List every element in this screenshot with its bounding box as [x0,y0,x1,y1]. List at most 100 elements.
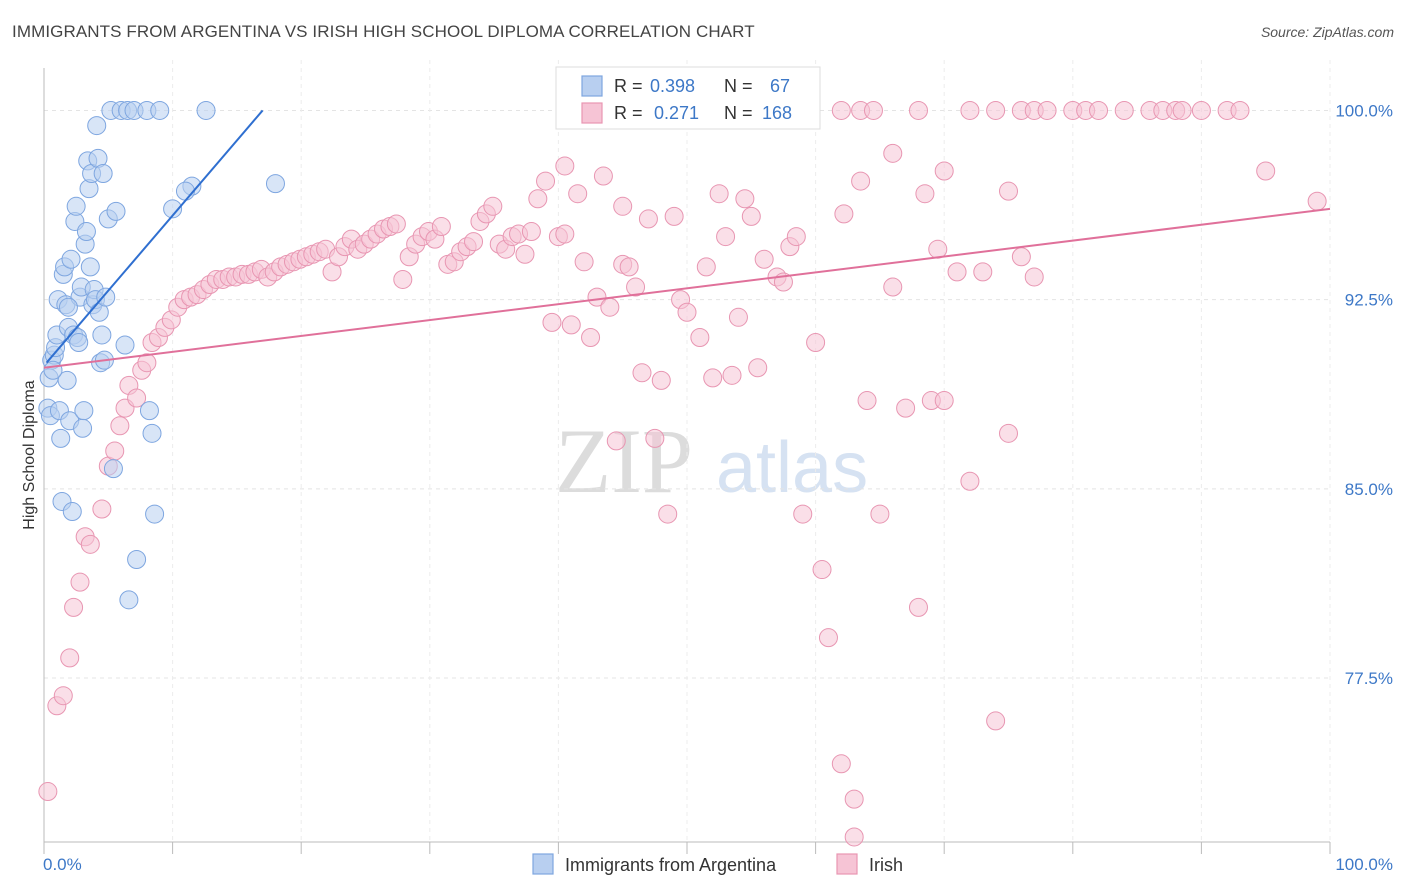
data-point-irish [999,181,1018,201]
data-point-irish [574,252,594,272]
data-point-irish [555,224,575,244]
data-point-argentina [96,287,116,307]
data-point-argentina [163,199,183,219]
data-point-irish [973,262,993,282]
data-point-irish [587,287,607,307]
stats-legend-r-value-argentina: 0.398 [650,76,695,96]
data-point-irish [431,216,451,236]
data-point-irish [754,249,774,269]
data-point-irish [947,262,967,282]
data-point-irish [393,269,413,289]
data-point-irish [1230,100,1250,120]
data-point-argentina [69,333,89,353]
data-point-irish [1089,100,1109,120]
data-point-argentina [76,222,96,242]
data-point-irish [1172,100,1192,120]
data-point-irish [606,431,626,451]
y-tick-label: 77.5% [1345,669,1393,688]
data-point-irish [870,504,890,524]
points-layer [38,100,1327,847]
legend-label-argentina: Immigrants from Argentina [565,855,777,875]
data-point-irish [1024,267,1044,287]
stats-legend-r-label-irish: R = [614,103,643,123]
data-point-argentina [57,370,77,390]
watermark-atlas: atlas [716,428,868,508]
trend-line-irish [43,207,1331,369]
data-point-irish [600,297,620,317]
stats-legend-r-value-irish: 0.271 [654,103,699,123]
data-point-irish [908,100,928,120]
stats-legend-n-label-argentina: N = [724,76,753,96]
stats-legend-n-label-irish: N = [724,103,753,123]
data-point-irish [60,648,80,668]
data-point-argentina [175,181,195,201]
bottom-legend: Immigrants from Argentina Irish [532,853,903,875]
data-point-argentina [106,201,126,221]
data-point-irish [883,277,903,297]
data-point-argentina [93,164,113,184]
stats-legend-r-label-argentina: R = [614,76,643,96]
data-point-argentina [51,428,71,448]
data-point-irish [986,100,1006,120]
data-point-irish [626,277,646,297]
data-point-irish [834,204,854,224]
data-point-irish [741,206,761,226]
trend-layer [43,109,1331,369]
data-point-argentina [142,423,162,443]
data-point-irish [748,358,768,378]
data-point-irish [896,398,916,418]
data-point-irish [928,239,948,259]
data-point-irish [1037,100,1057,120]
data-point-irish [851,171,871,191]
legend-label-irish: Irish [869,855,903,875]
watermark-zip: ZIP [555,410,693,512]
data-point-irish [632,363,652,383]
legend-swatch-irish [836,853,858,875]
y-tick-label: 100.0% [1335,101,1393,120]
data-point-argentina [103,459,123,479]
data-point-argentina [74,401,94,421]
stats-legend-swatch-irish [581,102,603,124]
data-point-irish [619,257,639,277]
data-point-irish [638,209,658,229]
y-tick-label: 92.5% [1345,291,1393,310]
data-point-irish [883,143,903,163]
data-point-irish [110,416,130,436]
stats-legend-n-value-irish: 168 [762,103,792,123]
data-point-irish [568,184,588,204]
data-point-argentina [115,335,135,355]
chart-source: Source: ZipAtlas.com [1260,24,1394,40]
data-point-irish [70,572,90,592]
data-point-irish [593,166,613,186]
data-point-irish [812,560,832,580]
data-point-irish [528,189,548,209]
chart-title: IMMIGRANTS FROM ARGENTINA VS IRISH HIGH … [12,22,755,41]
data-point-irish [960,471,980,491]
data-point-irish [857,391,877,411]
data-point-irish [690,327,710,347]
data-point-irish [386,214,406,234]
data-point-irish [1307,191,1327,211]
data-point-argentina [265,174,285,194]
data-point-irish [515,244,535,264]
data-point-irish [677,302,697,322]
data-point-irish [80,534,100,554]
data-point-argentina [43,360,63,380]
data-point-irish [806,333,826,353]
data-point-argentina [145,504,165,524]
data-point-irish [818,628,838,648]
legend-swatch-argentina [532,853,554,875]
data-point-irish [542,312,562,332]
data-point-irish [53,686,73,706]
data-point-irish [735,189,755,209]
axes [43,68,1331,854]
data-point-irish [722,365,742,385]
data-point-irish [658,504,678,524]
data-point-irish [92,499,112,519]
data-point-irish [703,368,723,388]
data-point-irish [521,222,541,242]
data-point-argentina [62,502,82,522]
stats-legend: R = 0.398 N = 67 R = 0.271 N = 168 [555,66,821,130]
data-point-irish [716,227,736,247]
data-point-irish [464,232,484,252]
